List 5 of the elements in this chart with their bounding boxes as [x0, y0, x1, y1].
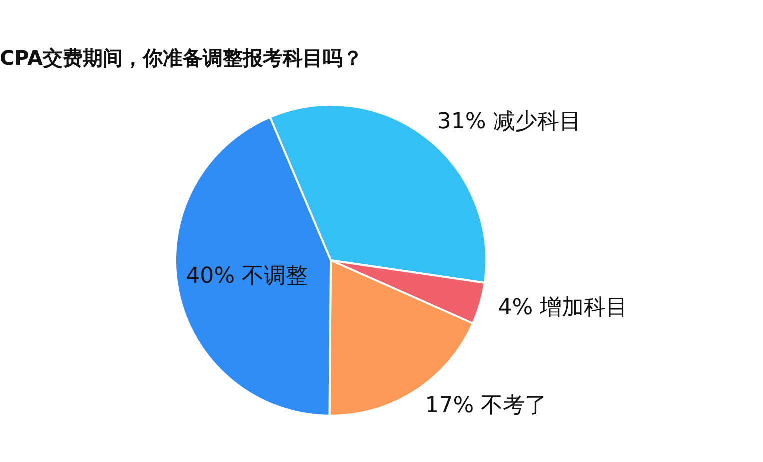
slice-label: 17% 不考了	[425, 394, 548, 419]
slice-label: 4% 增加科目	[498, 296, 628, 321]
slice-label: 40% 不调整	[186, 264, 308, 289]
chart-title: CPA交费期间，你准备调整报考科目吗？	[0, 46, 363, 70]
slice-label: 31% 减少科目	[437, 109, 582, 134]
